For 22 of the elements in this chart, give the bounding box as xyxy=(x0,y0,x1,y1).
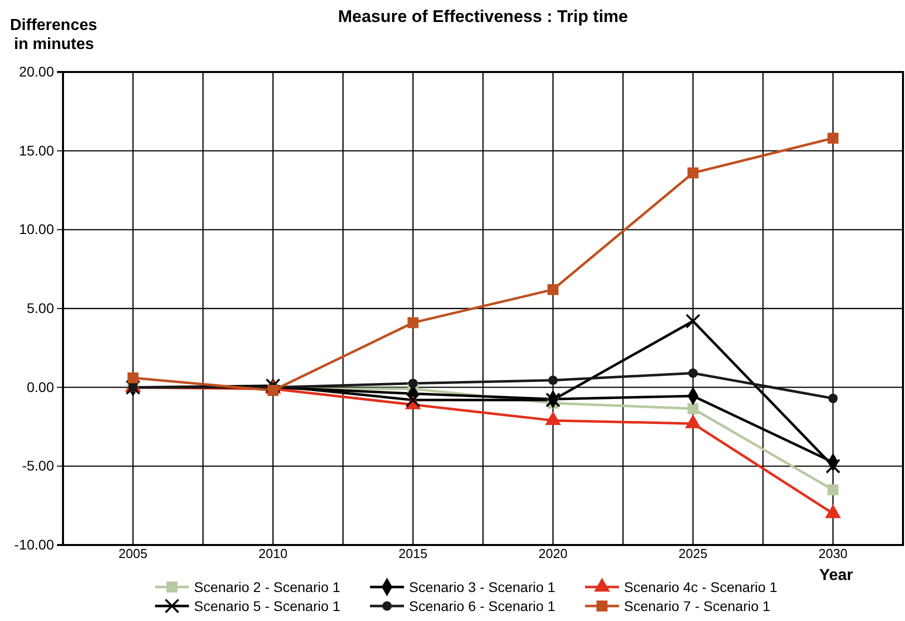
legend-label: Scenario 6 - Scenario 1 xyxy=(409,598,556,614)
x-tick-label: 2010 xyxy=(258,546,288,562)
x-tick-label: 2015 xyxy=(398,546,428,562)
legend-label: Scenario 5 - Scenario 1 xyxy=(194,598,341,614)
y-tick-label: -5.00 xyxy=(22,458,54,474)
x-axis-title: Year xyxy=(819,567,853,584)
y-tick-label: 10.00 xyxy=(18,221,54,238)
legend-label: Scenario 7 - Scenario 1 xyxy=(624,598,771,614)
x-tick-label: 2005 xyxy=(118,546,148,562)
x-tick-label: 2025 xyxy=(678,546,708,562)
y-tick-label: 15.00 xyxy=(18,142,54,158)
legend-label: Scenario 3 - Scenario 1 xyxy=(409,579,556,595)
chart-title: Measure of Effectiveness : Trip time xyxy=(338,7,628,26)
legend-label: Scenario 2 - Scenario 1 xyxy=(194,579,341,595)
legend-label: Scenario 4c - Scenario 1 xyxy=(624,579,778,595)
x-tick-label: 2030 xyxy=(818,546,848,562)
y-tick-label: 5.00 xyxy=(26,300,54,316)
y-tick-label: -10.00 xyxy=(14,536,54,552)
y-axis-title: Differences in minutes xyxy=(10,17,98,53)
x-tick-label: 2020 xyxy=(538,546,568,562)
y-tick-label: 0.00 xyxy=(26,378,54,395)
y-tick-label: 20.00 xyxy=(18,63,54,80)
